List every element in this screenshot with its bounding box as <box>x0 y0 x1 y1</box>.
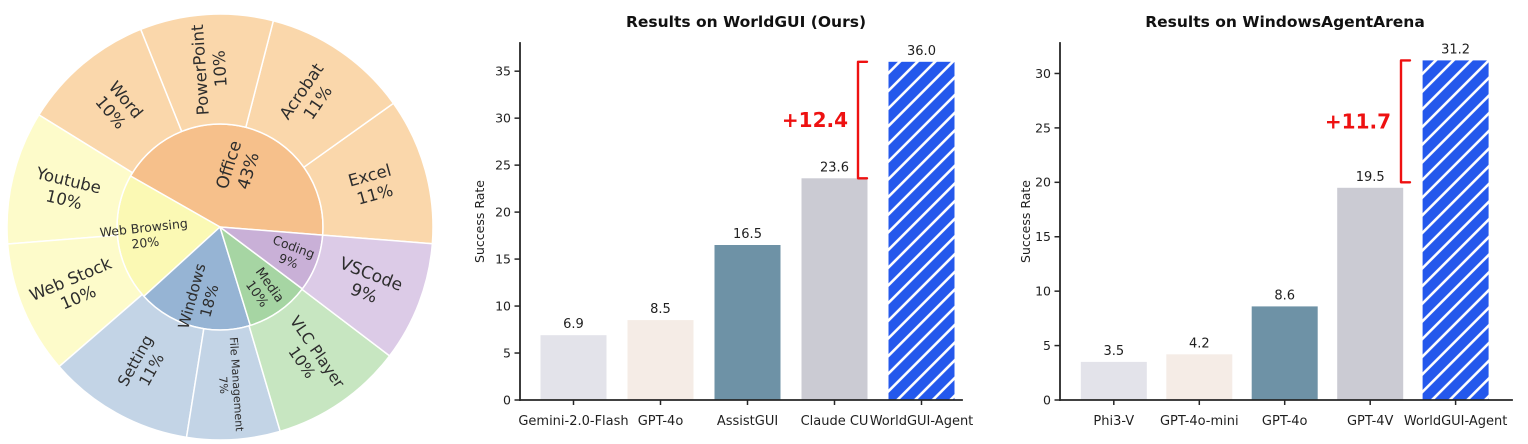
y-axis-title: Success Rate <box>472 180 487 263</box>
improvement-annotation: +12.4 <box>782 108 848 132</box>
y-tick-label: 30 <box>1035 66 1051 81</box>
y-tick-label: 5 <box>503 345 511 360</box>
y-tick-label: 10 <box>495 298 511 313</box>
y-axis-ticks: 0 5 10 15 20 25 30 35 <box>495 64 520 407</box>
x-tick-label-gpt-4o-mini: GPT-4o-mini <box>1160 414 1239 429</box>
bar-value-gemini-2-0-flash: 6.9 <box>563 317 584 332</box>
worldgui-bar-chart: 0 5 10 15 20 25 30 35 Gemini-2.0-Flash GPT-4o Assi… <box>472 13 973 429</box>
sunburst-segment-vscode <box>301 234 434 357</box>
improvement-annotation: +11.7 <box>1325 109 1391 133</box>
y-tick-label: 25 <box>1035 120 1051 135</box>
bar-value-labels: 3.5 4.2 8.6 19.5 31.2 <box>1103 42 1470 358</box>
bar-claude-cu <box>801 178 868 400</box>
bar-gpt-4o <box>627 320 694 400</box>
sunburst-label-file-management: File Management7% <box>214 337 246 434</box>
bar-gpt-4v <box>1337 187 1404 400</box>
sunburst-label-office: Office43% <box>213 138 266 197</box>
y-axis-ticks: 0 5 10 15 20 25 30 <box>1035 66 1060 407</box>
y-tick-label: 10 <box>1035 284 1051 299</box>
windowsagentarena-bar-chart: 0 5 10 15 20 25 30 Phi3-V GPT-4o-mini GPT-4o GPT-4… <box>1018 13 1513 429</box>
improvement-bracket <box>856 60 869 180</box>
bar-value-phi3-v: 3.5 <box>1103 344 1124 359</box>
chart-title: Results on WorldGUI (Ours) <box>626 13 866 31</box>
y-tick-label: 35 <box>495 64 511 79</box>
sunburst-label-text-office: Office43% <box>213 138 266 197</box>
bar-phi3-v <box>1080 361 1147 400</box>
y-tick-label: 15 <box>495 251 511 266</box>
sunburst-label-excel: Excel11% <box>346 161 398 210</box>
x-axis-ticks: Gemini-2.0-Flash GPT-4o AssistGUI Claude CU… <box>518 400 973 429</box>
x-tick-label-worldgui-agent: WorldGUI-Agent <box>870 414 974 429</box>
bars-group <box>1080 60 1489 401</box>
x-tick-label-assistgui: AssistGUI <box>717 414 778 429</box>
bar-worldgui-agent <box>888 61 955 401</box>
x-tick-label-phi3-v: Phi3-V <box>1093 414 1134 429</box>
bar-worldgui-agent <box>1422 60 1489 401</box>
bar-gpt-4o <box>1251 306 1318 400</box>
x-axis-ticks: Phi3-V GPT-4o-mini GPT-4o GPT-4V WorldGUI-Ag… <box>1093 400 1507 429</box>
y-tick-label: 0 <box>503 392 511 407</box>
bar-gemini-2-0-flash <box>540 335 607 400</box>
y-tick-label: 15 <box>1035 229 1051 244</box>
bar-value-gpt-4o: 8.5 <box>650 302 671 317</box>
y-tick-label: 20 <box>1035 175 1051 190</box>
bar-value-labels: 6.9 8.5 16.5 23.6 36.0 <box>563 44 936 332</box>
sunburst-label-text-file-management: File Management7% <box>214 337 246 434</box>
bar-value-gpt-4o: 8.6 <box>1274 288 1295 303</box>
chart-title: Results on WindowsAgentArena <box>1145 13 1425 31</box>
y-tick-label: 25 <box>495 158 511 173</box>
bar-value-gpt-4o-mini: 4.2 <box>1189 336 1210 351</box>
x-tick-label-claude-cu: Claude CU <box>801 414 869 429</box>
x-tick-label-gpt-4o: GPT-4o <box>1262 414 1308 429</box>
y-axis-title: Success Rate <box>1018 180 1033 263</box>
y-tick-label: 5 <box>1043 338 1051 353</box>
bar-value-claude-cu: 23.6 <box>820 160 849 175</box>
bar-value-worldgui-agent: 36.0 <box>907 44 936 59</box>
sunburst-label-text-excel: Excel11% <box>346 161 398 210</box>
x-tick-label-gpt-4v: GPT-4V <box>1347 414 1394 429</box>
x-tick-label-worldgui-agent: WorldGUI-Agent <box>1404 414 1508 429</box>
improvement-bracket <box>1399 59 1412 184</box>
y-tick-label: 0 <box>1043 392 1051 407</box>
y-tick-label: 20 <box>495 205 511 220</box>
y-tick-label: 30 <box>495 111 511 126</box>
x-tick-label-gpt-4o: GPT-4o <box>638 414 684 429</box>
x-tick-label-gemini-2-0-flash: Gemini-2.0-Flash <box>518 414 628 429</box>
bars-group <box>540 61 955 401</box>
bar-gpt-4o-mini <box>1166 354 1233 400</box>
bar-value-gpt-4v: 19.5 <box>1356 170 1385 185</box>
bar-value-worldgui-agent: 31.2 <box>1441 42 1470 57</box>
bar-value-assistgui: 16.5 <box>733 227 762 242</box>
sunburst-wedges <box>6 13 434 441</box>
bar-assistgui <box>714 245 781 400</box>
sunburst-chart: Office43%Web Browsing20%Windows18% Media1… <box>6 13 434 441</box>
